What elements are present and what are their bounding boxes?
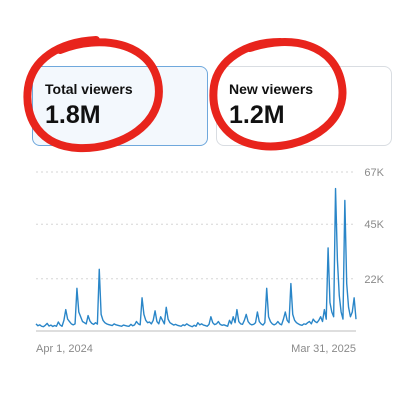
x-tick-end: Mar 31, 2025	[291, 343, 356, 355]
y-tick-label-1: 45K	[364, 219, 384, 231]
y-tick-label-0: 67K	[364, 167, 384, 179]
x-tick-start: Apr 1, 2024	[36, 343, 93, 355]
y-tick-label-2: 22K	[364, 274, 384, 286]
series-line	[35, 187, 357, 328]
